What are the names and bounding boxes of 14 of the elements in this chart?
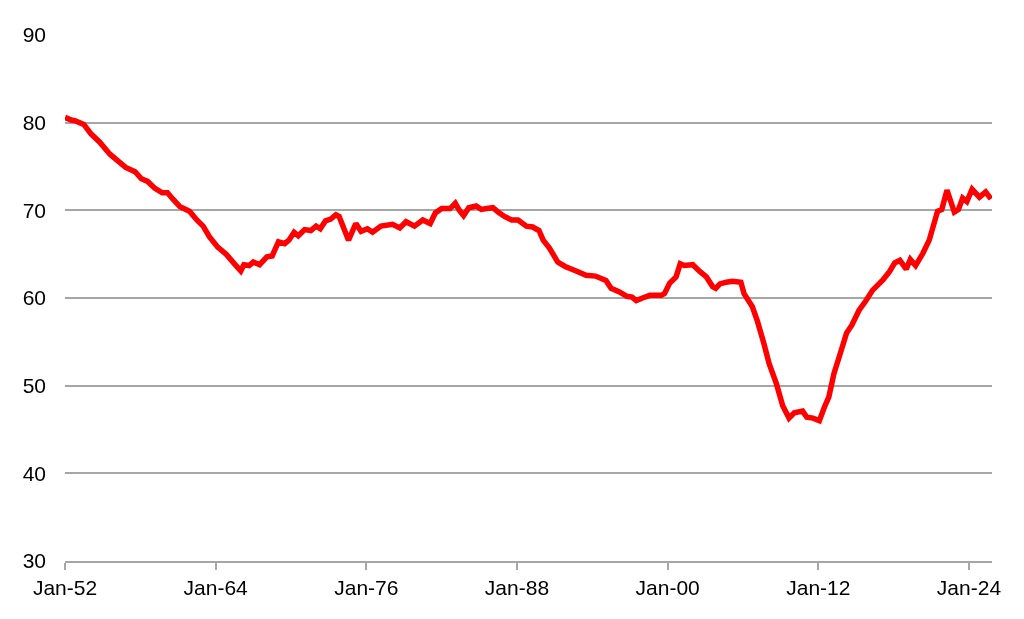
y-tick-label: 90 xyxy=(22,23,46,47)
x-tick-label: Jan-76 xyxy=(334,576,399,600)
y-tick-label: 40 xyxy=(22,461,46,485)
x-tick-label: Jan-00 xyxy=(635,576,700,600)
x-tick-label: Jan-52 xyxy=(32,576,98,600)
y-tick-label: 30 xyxy=(22,549,46,573)
x-tick-label: Jan-24 xyxy=(936,576,1002,600)
y-tick-label: 70 xyxy=(22,198,46,222)
y-tick-label: 60 xyxy=(22,286,46,310)
x-tick-label: Jan-88 xyxy=(484,576,550,600)
y-tick-label: 50 xyxy=(22,374,46,398)
x-tick-label: Jan-12 xyxy=(786,576,851,600)
x-tick-label: Jan-64 xyxy=(183,576,249,600)
y-tick-label: 80 xyxy=(22,111,46,135)
